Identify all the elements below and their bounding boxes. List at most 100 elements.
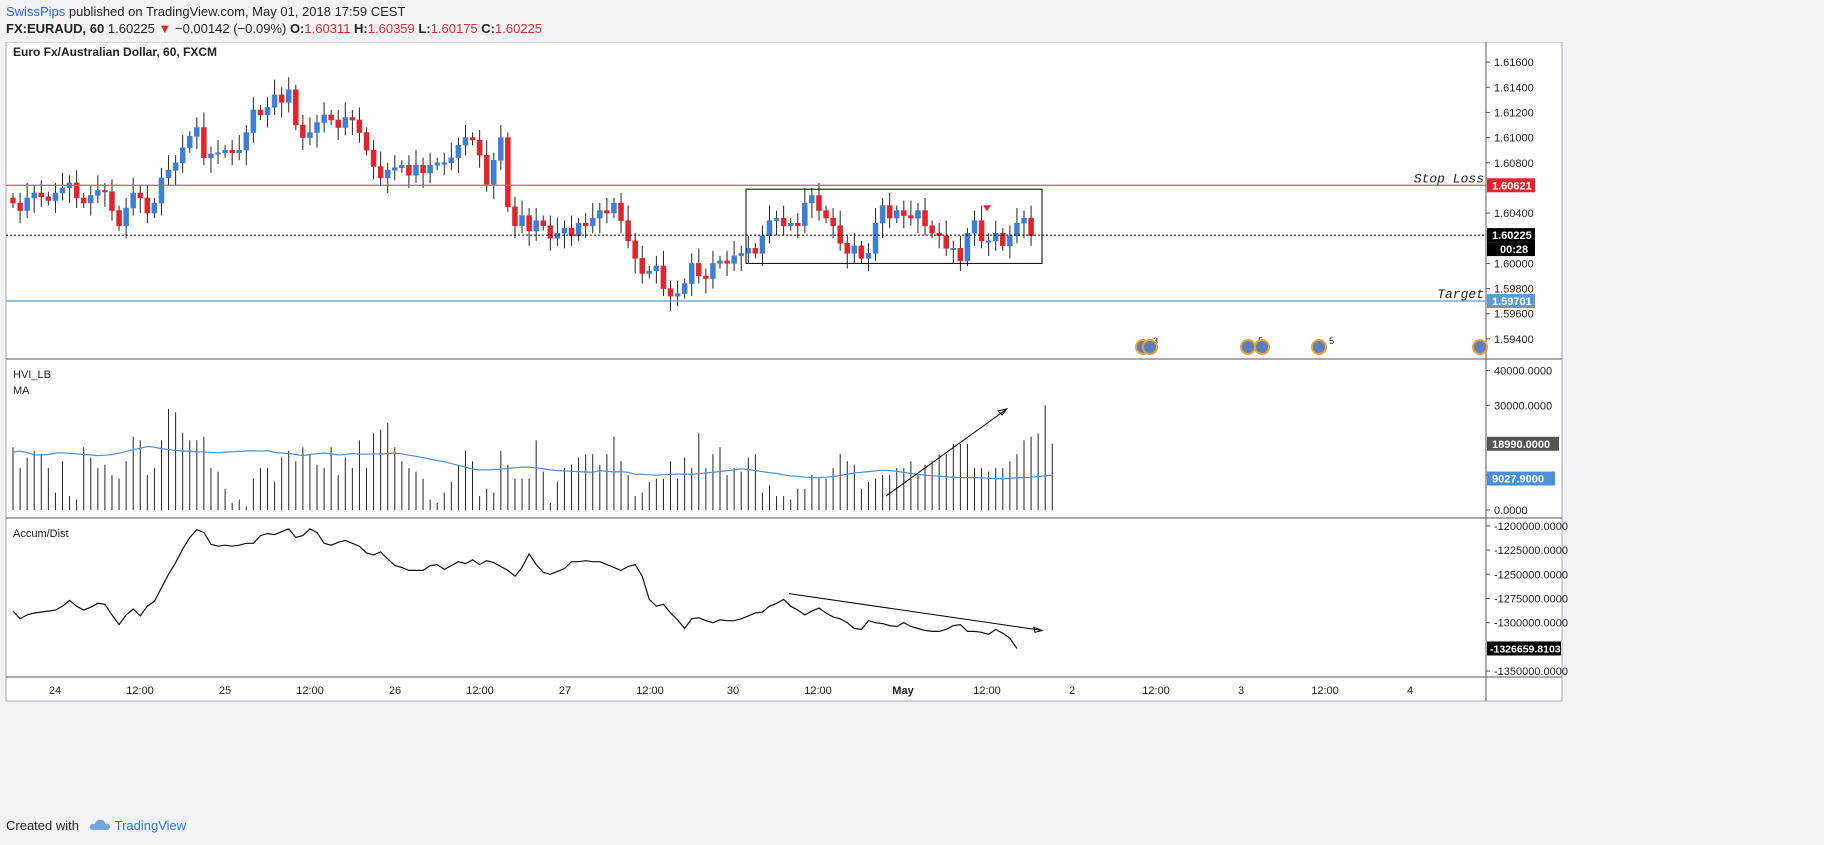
time-tick-label: 12:00 xyxy=(973,685,1001,697)
candle-body xyxy=(158,177,165,204)
last-price-label: 1.60225 xyxy=(1492,230,1532,242)
countdown-box xyxy=(1487,242,1535,257)
candle-body xyxy=(102,190,108,193)
last-price-box xyxy=(1487,228,1535,243)
event-count-label: 3 xyxy=(1153,336,1158,346)
time-tick-label: 12:00 xyxy=(1142,685,1170,697)
candle-body xyxy=(250,109,257,133)
candle-body xyxy=(985,240,992,243)
candle-body xyxy=(441,162,448,165)
candle-body xyxy=(964,232,971,262)
sell-marker-icon xyxy=(983,205,991,212)
candle-body xyxy=(872,222,879,254)
time-tick-label: May xyxy=(892,685,914,697)
candle-body xyxy=(731,255,737,264)
ad-tick-label: -1200000.0000 xyxy=(1494,521,1568,533)
candle-body xyxy=(639,258,645,274)
candle-body xyxy=(144,197,151,214)
candle-body xyxy=(568,227,575,236)
time-tick-label: 12:00 xyxy=(466,685,494,697)
candle-body xyxy=(392,167,398,171)
candle-body xyxy=(172,162,179,171)
candle-body xyxy=(710,263,716,279)
candle-body xyxy=(165,170,172,179)
candle-body xyxy=(992,232,999,242)
event-count-label: 5 xyxy=(1329,336,1334,346)
candle-body xyxy=(653,265,660,272)
publish-text: published on TradingView.com, May 01, 20… xyxy=(65,4,406,19)
candle-body xyxy=(469,137,476,141)
candle-body xyxy=(335,119,341,128)
candle-body xyxy=(462,137,469,146)
candle-body xyxy=(547,225,554,239)
price-tick-label: 1.59400 xyxy=(1494,334,1534,346)
time-tick-label: 12:00 xyxy=(126,685,154,697)
volume-tick-label: 0.0000 xyxy=(1494,505,1528,517)
ad-line xyxy=(12,528,1018,649)
candle-body xyxy=(45,196,52,201)
candle-body xyxy=(823,210,829,219)
price-tick-label: 1.60000 xyxy=(1494,258,1534,270)
candle-body xyxy=(356,119,363,133)
target-price-label: 1.59701 xyxy=(1492,296,1532,308)
candle-body xyxy=(300,124,306,138)
price-tick-label: 1.61400 xyxy=(1494,82,1534,94)
candle-body xyxy=(837,225,843,244)
price-pane-title: Euro Fx/Australian Dollar, 60, FXCM xyxy=(13,45,217,59)
low-label: L: xyxy=(418,21,431,36)
candle-body xyxy=(222,149,228,153)
candle-body xyxy=(759,235,766,254)
candle-body xyxy=(589,217,596,226)
candle-body xyxy=(399,165,405,169)
author-link[interactable]: SwissPips xyxy=(6,4,66,19)
candle-body xyxy=(434,162,440,166)
candle-body xyxy=(929,225,935,234)
candle-body xyxy=(526,215,532,231)
candle-body xyxy=(38,192,45,197)
candle-body xyxy=(971,220,978,234)
stop-loss-annotation: Stop Loss xyxy=(1414,171,1484,186)
candle-body xyxy=(208,153,214,158)
chart-frame xyxy=(5,42,1563,702)
candle-body xyxy=(187,136,193,148)
price-tick-label: 1.61600 xyxy=(1494,57,1534,69)
chart-area[interactable]: 1.61600 1.61400 1.61200 1.61000 1.60800 1.604… xyxy=(0,42,1824,812)
candle-body xyxy=(448,157,455,164)
candle-body xyxy=(943,235,949,249)
volume-ma-line xyxy=(12,445,1053,480)
candle-body xyxy=(420,165,426,174)
footer: Created with TradingView xyxy=(6,818,186,834)
volume-tick-label: 40000.0000 xyxy=(1494,365,1552,377)
candle-body xyxy=(865,253,872,259)
volume-pane-title: HVI_LB xyxy=(13,369,51,381)
candle-body xyxy=(724,260,730,264)
candle-body xyxy=(717,260,723,264)
volume-tick-label: 30000.0000 xyxy=(1494,400,1552,412)
candle-body xyxy=(505,137,511,208)
candle-body xyxy=(363,132,370,151)
candle-body xyxy=(802,202,808,226)
candle-body xyxy=(123,207,129,226)
tradingview-link[interactable]: TradingView xyxy=(114,818,187,833)
ad-last-label: -1326659.8103 xyxy=(1490,643,1561,655)
candle-body xyxy=(533,220,539,231)
ad-divergence-arrow xyxy=(788,593,1043,631)
candle-body xyxy=(264,107,271,116)
symbol-info: FX:EURAUD, 60 1.60225 ▼ −0.00142 (−0.09%… xyxy=(6,21,542,36)
candle-body xyxy=(667,288,674,297)
candle-body xyxy=(130,192,136,209)
publish-info: SwissPips published on TradingView.com, … xyxy=(6,4,405,19)
candle-body xyxy=(10,197,16,204)
candle-body xyxy=(377,166,384,179)
candle-body xyxy=(413,165,419,176)
candle-body xyxy=(851,245,858,254)
candle-body xyxy=(597,210,603,219)
candle-body xyxy=(703,275,709,279)
ad-tick-label: -1300000.0000 xyxy=(1494,618,1568,630)
open-label: O: xyxy=(289,21,305,36)
time-tick-label: 26 xyxy=(389,685,401,697)
candle-body xyxy=(151,202,158,214)
candle-body xyxy=(625,220,631,242)
candle-body xyxy=(561,227,568,234)
candle-body xyxy=(540,220,546,226)
